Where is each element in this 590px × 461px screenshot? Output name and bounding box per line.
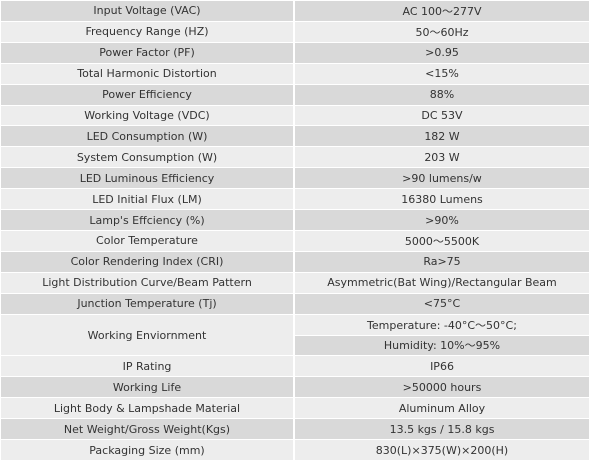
table-row: Light Distribution Curve/Beam Pattern Asy… — [0, 271, 590, 294]
table-row: Packaging Size (mm) 830(L)×375(W)×200(H) — [0, 439, 590, 461]
spec-value: 50～60Hz — [293, 20, 590, 43]
spec-value: >90% — [293, 209, 590, 231]
spec-value: 16380 Lumens — [293, 188, 590, 211]
spec-label: Power Factor (PF) — [0, 41, 295, 64]
spec-label: System Consumption (W) — [0, 146, 295, 169]
spec-label: Frequency Range (HZ) — [0, 20, 295, 43]
table-row: System Consumption (W) 203 W — [0, 146, 590, 169]
table-row: Color Rendering Index (CRI) Ra>75 — [0, 250, 590, 273]
table-row: Frequency Range (HZ) 50～60Hz — [0, 20, 590, 43]
spec-label: Working Enviornment — [0, 313, 295, 357]
table-row: Total Harmonic Distortion <15% — [0, 62, 590, 85]
table-row: Working Enviornment Temperature: -40°C～50… — [0, 313, 590, 357]
spec-label: Light Distribution Curve/Beam Pattern — [0, 271, 295, 294]
spec-label: Total Harmonic Distortion — [0, 62, 295, 85]
spec-label: Light Body & Lampshade Material — [0, 397, 295, 420]
spec-value: 88% — [293, 83, 590, 106]
spec-value: >50000 hours — [293, 376, 590, 399]
spec-value: <15% — [293, 62, 590, 85]
spec-label: Lamp's Effciency (%) — [0, 209, 295, 231]
spec-value: 182 W — [293, 125, 590, 148]
table-row: Working Life >50000 hours — [0, 376, 590, 399]
spec-label: Working Voltage (VDC) — [0, 104, 295, 127]
table-row: LED Luminous Efficiency >90 lumens/w — [0, 167, 590, 190]
spec-label: LED Initial Flux (LM) — [0, 188, 295, 211]
spec-label: Power Efficiency — [0, 83, 295, 106]
spec-value: AC 100～277V — [293, 0, 590, 22]
table-row: Power Factor (PF) >0.95 — [0, 41, 590, 64]
table-row: Junction Temperature (Tj) <75°C — [0, 292, 590, 315]
spec-value: 5000～5500K — [293, 229, 590, 252]
spec-value: DC 53V — [293, 104, 590, 127]
table-row: LED Consumption (W) 182 W — [0, 125, 590, 148]
table-row: Lamp's Effciency (%) >90% — [0, 209, 590, 231]
spec-label: Working Life — [0, 376, 295, 399]
spec-label: Net Weight/Gross Weight(Kgs) — [0, 418, 295, 441]
spec-value: Humidity: 10%～95% — [293, 334, 590, 357]
spec-value: 830(L)×375(W)×200(H) — [293, 439, 590, 461]
spec-label: LED Luminous Efficiency — [0, 167, 295, 190]
spec-value: Aluminum Alloy — [293, 397, 590, 420]
table-row: Power Efficiency 88% — [0, 83, 590, 106]
spec-label: Packaging Size (mm) — [0, 439, 295, 461]
table-row: Humidity: 10%～95% — [1, 334, 590, 357]
table-row: Working Voltage (VDC) DC 53V — [0, 104, 590, 127]
spec-label: Color Rendering Index (CRI) — [0, 250, 295, 273]
spec-label: Color Temperature — [0, 229, 295, 252]
spec-value: Asymmetric(Bat Wing)/Rectangular Beam — [293, 271, 590, 294]
spec-label: IP Rating — [0, 355, 295, 378]
table-row: IP Rating IP66 — [0, 355, 590, 378]
spec-value: >0.95 — [293, 41, 590, 64]
spec-value: Temperature: -40°C～50°C; — [293, 313, 590, 336]
spec-value: >90 lumens/w — [293, 167, 590, 190]
spec-label: Input Voltage (VAC) — [0, 0, 295, 22]
spec-value: 13.5 kgs / 15.8 kgs — [293, 418, 590, 441]
table-row: LED Initial Flux (LM) 16380 Lumens — [0, 188, 590, 211]
spec-value: IP66 — [293, 355, 590, 378]
spec-value: 203 W — [293, 146, 590, 169]
table-row: Color Temperature 5000～5500K — [0, 229, 590, 252]
table-row: Light Body & Lampshade Material Aluminum … — [0, 397, 590, 420]
spec-label: Junction Temperature (Tj) — [0, 292, 295, 315]
spec-label: LED Consumption (W) — [0, 125, 295, 148]
table-row: Net Weight/Gross Weight(Kgs) 13.5 kgs / 1… — [0, 418, 590, 441]
spec-value: <75°C — [293, 292, 590, 315]
spec-value: Ra>75 — [293, 250, 590, 273]
table-row: Input Voltage (VAC) AC 100～277V — [0, 0, 590, 22]
